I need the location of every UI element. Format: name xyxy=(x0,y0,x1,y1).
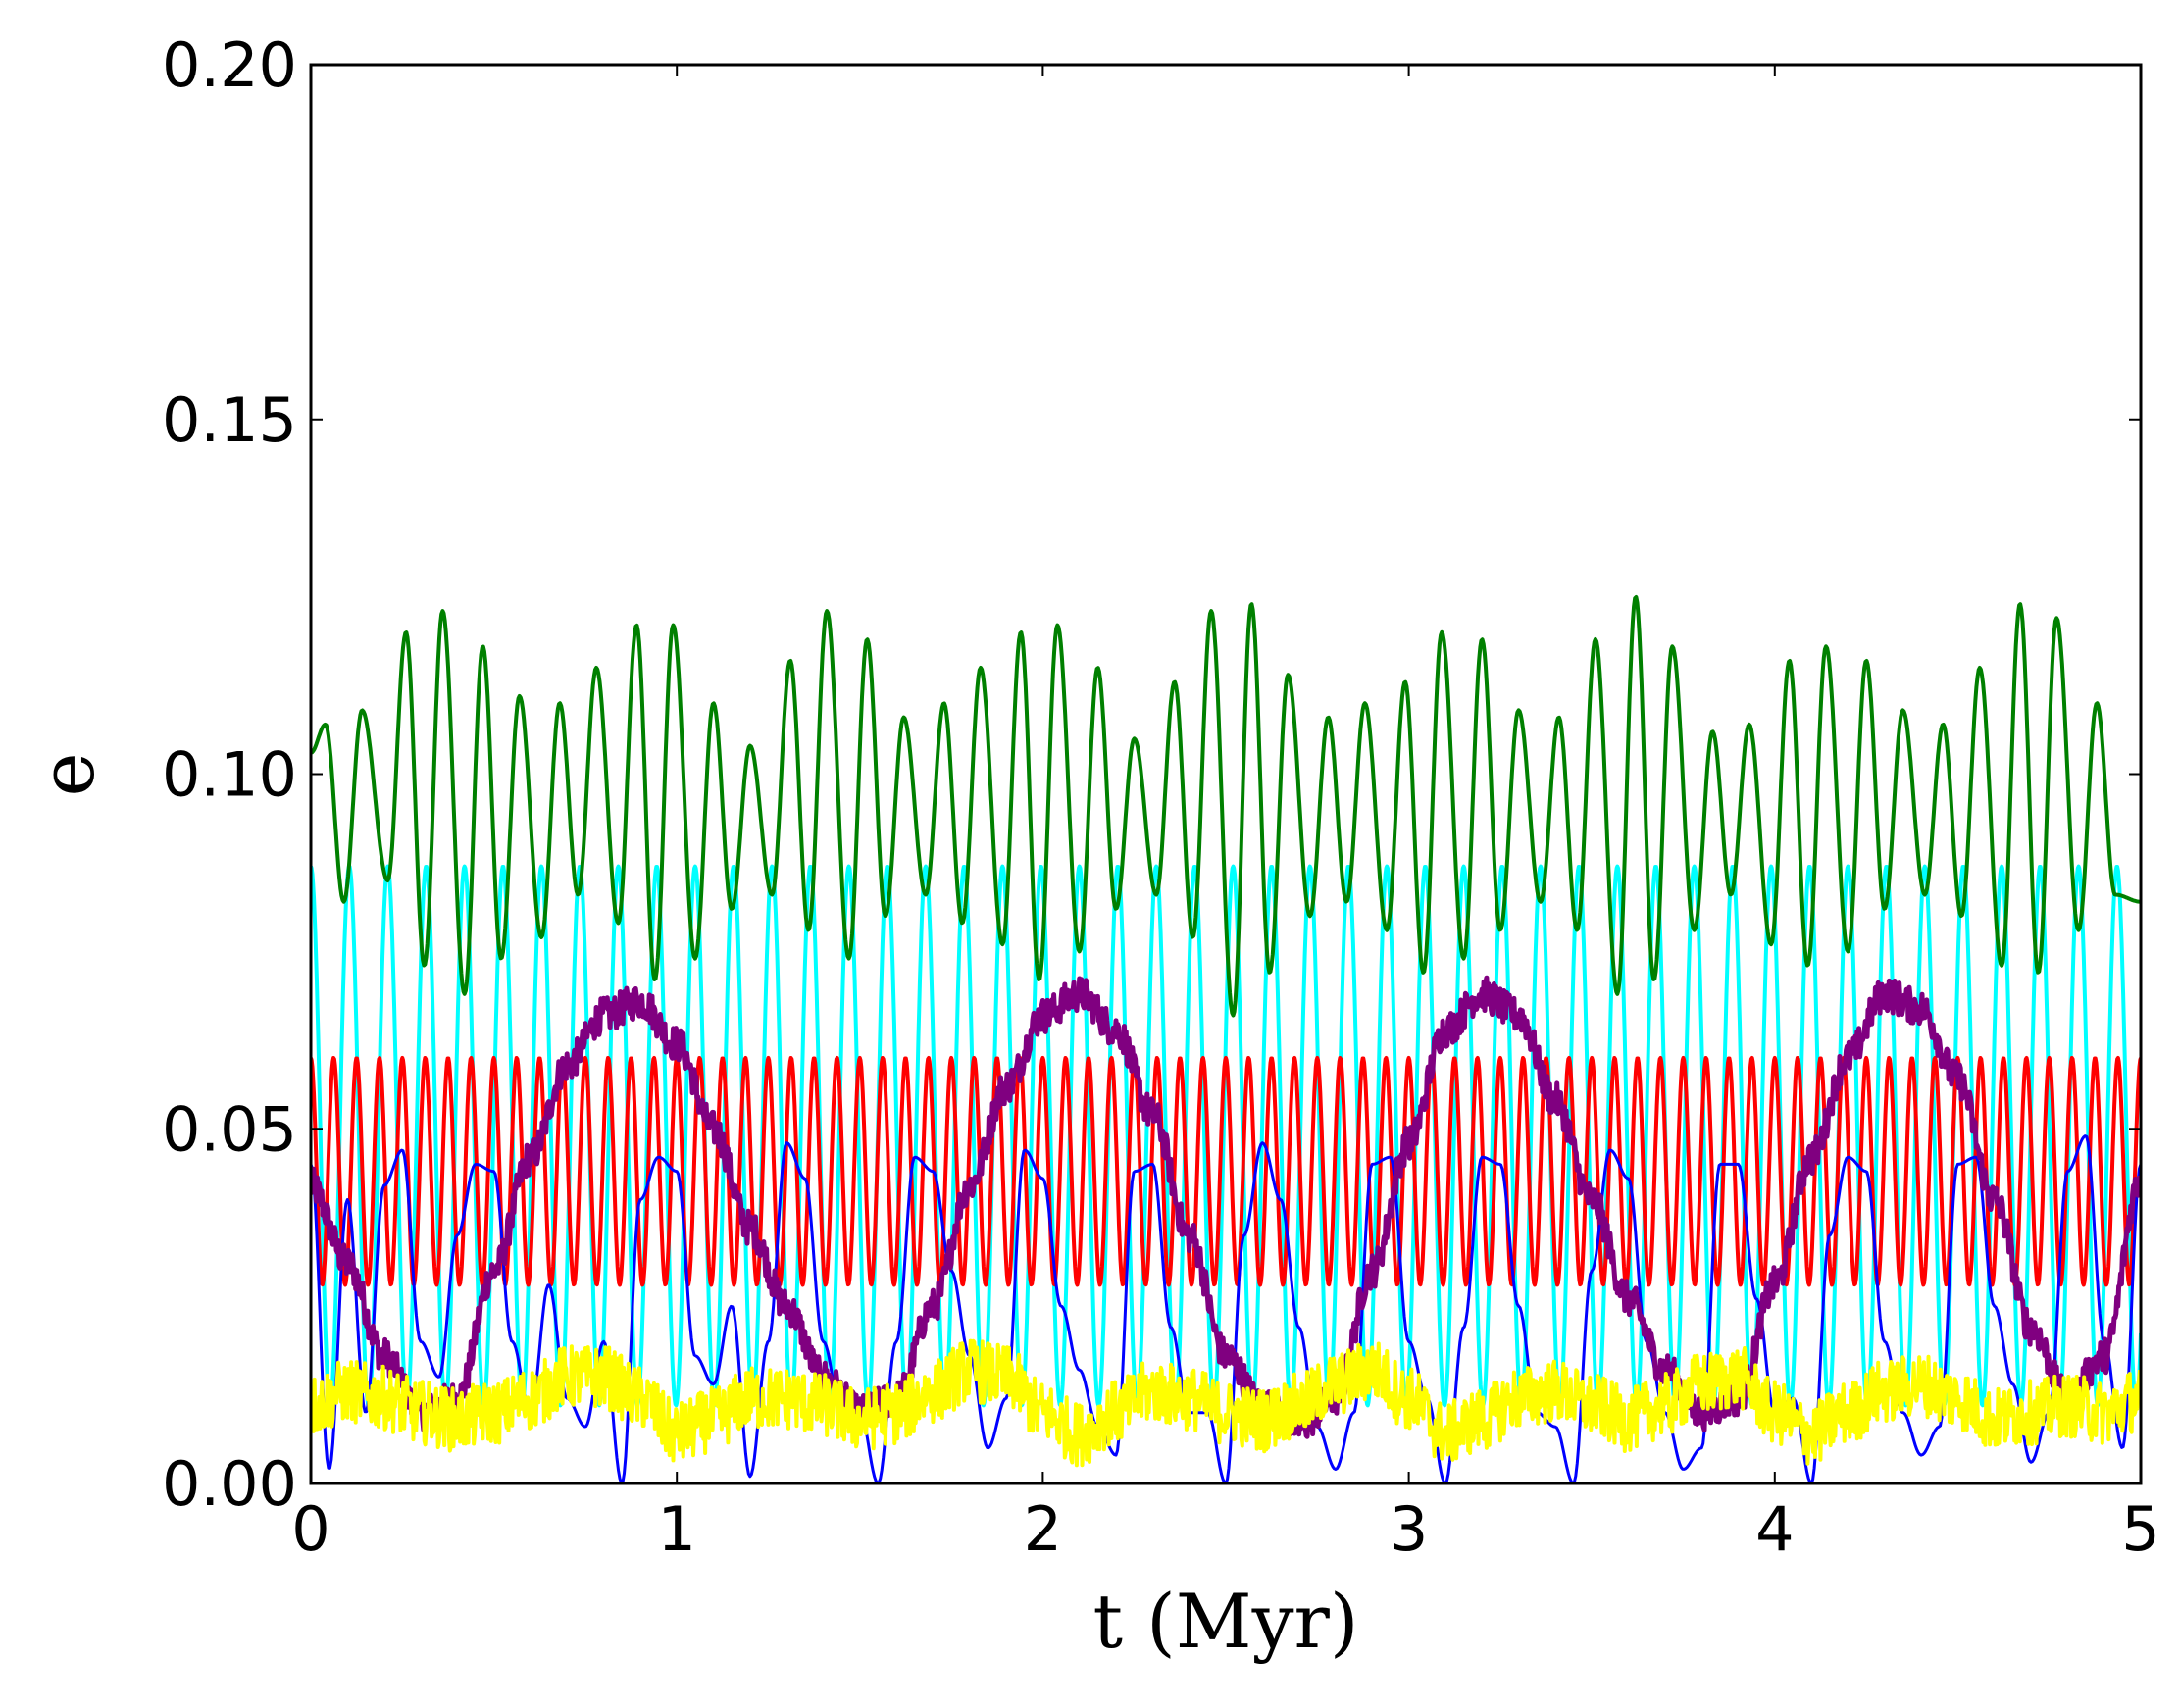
x-tick-label: 1 xyxy=(657,1493,695,1565)
y-tick-label: 0.20 xyxy=(162,29,297,101)
series-line-blue xyxy=(311,1134,2141,1483)
x-tick-label: 3 xyxy=(1390,1493,1428,1565)
series-line-purple xyxy=(311,975,2141,1439)
x-tick-label: 2 xyxy=(1024,1493,1062,1565)
series-line-green xyxy=(311,595,2141,1018)
y-tick-label: 0.00 xyxy=(162,1448,297,1520)
x-tick-label: 5 xyxy=(2121,1493,2159,1565)
x-axis-label: t (Myr) xyxy=(1092,1578,1358,1665)
y-tick-label: 0.05 xyxy=(162,1093,297,1165)
y-tick-label: 0.15 xyxy=(162,384,297,456)
tick-layer: 0 1 2 3 4 5 0.00 0.05 0.10 0.15 0.20 xyxy=(162,29,2160,1565)
series-layer xyxy=(311,595,2141,1483)
series-line-yellow xyxy=(311,1338,2141,1468)
x-tick-label: 4 xyxy=(1755,1493,1794,1565)
y-axis-label: e xyxy=(24,753,111,797)
series-line-red xyxy=(311,1055,2141,1287)
y-tick-label: 0.10 xyxy=(162,739,297,811)
x-tick-label: 0 xyxy=(291,1493,329,1565)
